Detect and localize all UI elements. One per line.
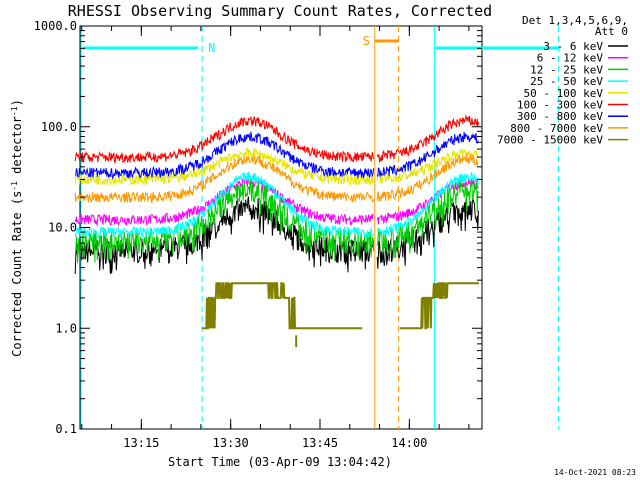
x-axis: 13:15 13:30 13:45 14:00 xyxy=(81,26,470,450)
y-tick-label: 1.0 xyxy=(55,321,77,335)
series-path xyxy=(74,171,479,239)
y-tick-label: 100.0 xyxy=(41,120,77,134)
series-300-800-keV-line xyxy=(74,131,479,180)
saa-label: S xyxy=(363,34,370,48)
series-path xyxy=(74,153,479,204)
series-50-100-keV-line xyxy=(74,147,479,187)
x-tick-label: 14:00 xyxy=(391,436,427,450)
series-path xyxy=(74,131,479,180)
series-800-7000-keV-line xyxy=(74,153,479,204)
y-tick-label: 10.0 xyxy=(48,221,77,235)
series-25-50-keV-line xyxy=(74,171,479,239)
legend-entry-label: 100 - 300 keV xyxy=(517,99,603,112)
y-tick-label: 0.1 xyxy=(55,422,77,436)
y-tick-label: 1000.0 xyxy=(34,19,77,33)
legend-entry-label: 300 - 800 keV xyxy=(517,110,603,123)
y-axis: 1000.0 100.0 10.0 1.0 0.1 xyxy=(34,19,482,436)
night-label: N xyxy=(208,41,215,55)
series-100-300-keV-line xyxy=(74,114,479,165)
timestamp: 14-Oct-2021 08:23 xyxy=(554,468,636,477)
legend-header: Att 0 xyxy=(595,25,628,38)
series-path xyxy=(202,282,479,330)
series-12-25-keV-line xyxy=(74,177,479,264)
legend-entry-label: 3 - 6 keV xyxy=(543,40,603,53)
legend-entry-label: 7000 - 15000 keV xyxy=(497,134,603,147)
x-axis-label: Start Time (03-Apr-09 13:04:42) xyxy=(168,455,392,469)
legend-entry-label: 6 - 12 keV xyxy=(537,52,604,65)
series-group xyxy=(74,114,479,348)
legend-entry-label: 50 - 100 keV xyxy=(524,87,604,100)
x-tick-label: 13:45 xyxy=(302,436,338,450)
x-tick-label: 13:15 xyxy=(123,436,159,450)
series-7000-15000-keV-line xyxy=(202,282,479,330)
chart-title: RHESSI Observing Summary Count Rates, Co… xyxy=(68,2,492,20)
series-path xyxy=(74,147,479,187)
y-axis-label: Corrected Count Rate (s-1 detector-1) xyxy=(10,99,25,357)
legend-entry-label: 800 - 7000 keV xyxy=(510,122,603,135)
series-path xyxy=(74,177,479,264)
legend-entry-label: 12 - 25 keV xyxy=(530,63,603,76)
legend-header: Det 1,3,4,5,6,9, xyxy=(522,14,628,27)
series-path xyxy=(74,114,479,165)
legend-entry-label: 25 - 50 keV xyxy=(530,75,603,88)
x-tick-label: 13:30 xyxy=(213,436,249,450)
